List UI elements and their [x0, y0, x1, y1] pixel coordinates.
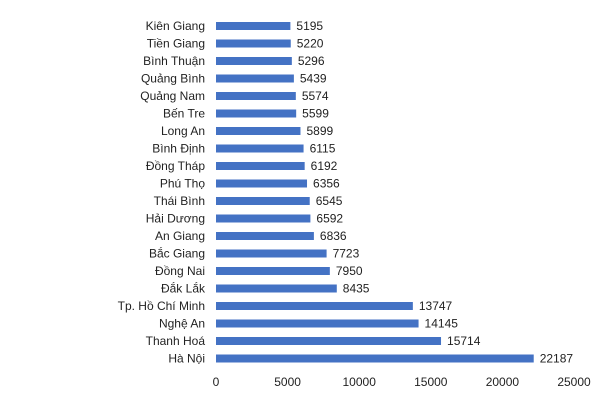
bar — [216, 179, 308, 188]
bar — [216, 214, 311, 223]
bar — [216, 127, 301, 135]
data-label: 13747 — [419, 299, 453, 313]
category-label: Bình Thuận — [143, 54, 205, 68]
data-label: 5439 — [300, 72, 327, 86]
data-label: 6356 — [313, 177, 340, 191]
category-label: Hải Dương — [146, 212, 205, 226]
data-label: 5899 — [306, 124, 333, 138]
data-label: 5599 — [302, 107, 329, 121]
category-label: Quảng Nam — [140, 89, 205, 103]
category-label: Long An — [161, 124, 205, 138]
data-label: 6115 — [310, 142, 336, 156]
category-label: Phú Thọ — [160, 177, 205, 191]
data-label: 5574 — [302, 89, 329, 103]
category-label: Quảng Bình — [141, 72, 205, 86]
category-label: Kiên Giang — [146, 19, 205, 33]
bar — [216, 39, 291, 48]
data-label: 7723 — [333, 247, 360, 261]
bar — [216, 92, 296, 100]
category-label: Tiền Giang — [147, 37, 205, 51]
bar — [216, 354, 534, 363]
bar — [216, 197, 310, 205]
x-axis-ticks: 0 5000 10000 15000 20000 25000 — [213, 375, 591, 389]
bar — [216, 302, 413, 310]
data-label: 6545 — [316, 194, 343, 208]
data-label: 15714 — [447, 334, 481, 348]
category-label: Hà Nội — [168, 352, 205, 366]
x-tick-label: 15000 — [414, 375, 448, 389]
category-label: Tp. Hồ Chí Minh — [118, 299, 205, 313]
data-label: 8435 — [343, 282, 370, 296]
data-label: 6836 — [320, 229, 347, 243]
category-label: Bến Tre — [163, 107, 205, 121]
data-label: 6592 — [316, 212, 343, 226]
category-label: Đắk Lắk — [161, 281, 206, 296]
data-label: 6192 — [311, 159, 338, 173]
bar — [216, 22, 291, 30]
category-label: Nghệ An — [159, 317, 205, 331]
bar — [216, 249, 327, 258]
data-label: 22187 — [540, 352, 574, 366]
category-label: Đồng Tháp — [146, 159, 205, 173]
category-label: Bắc Giang — [149, 246, 205, 261]
data-label: 5195 — [296, 19, 323, 33]
bar — [216, 267, 330, 275]
category-label: Bình Định — [152, 142, 205, 156]
bar — [216, 232, 314, 240]
bar — [216, 144, 304, 153]
x-tick-label: 0 — [213, 375, 220, 389]
bar — [216, 109, 297, 118]
value-labels: 5195 5220 5296 5439 5574 5599 5899 6115 6192 6356… — [296, 19, 573, 366]
category-label: An Giang — [155, 229, 205, 243]
bar — [216, 284, 337, 293]
data-label: 5220 — [297, 37, 324, 51]
data-label: 5296 — [298, 54, 325, 68]
x-tick-label: 20000 — [486, 375, 520, 389]
bar — [216, 337, 442, 345]
bar — [216, 319, 419, 328]
x-tick-label: 10000 — [343, 375, 377, 389]
data-label: 7950 — [336, 264, 363, 278]
category-label: Đồng Nai — [155, 264, 205, 278]
x-tick-label: 25000 — [557, 375, 591, 389]
bar — [216, 74, 294, 83]
category-label: Thái Bình — [154, 194, 205, 208]
category-labels: Kiên Giang Tiền Giang Bình Thuận Quảng Bình… — [118, 19, 206, 366]
bars-layer — [216, 22, 534, 363]
bar — [216, 162, 305, 170]
bar — [216, 57, 292, 65]
data-label: 14145 — [425, 317, 459, 331]
x-tick-label: 5000 — [274, 375, 301, 389]
category-label: Thanh Hoá — [146, 334, 206, 348]
